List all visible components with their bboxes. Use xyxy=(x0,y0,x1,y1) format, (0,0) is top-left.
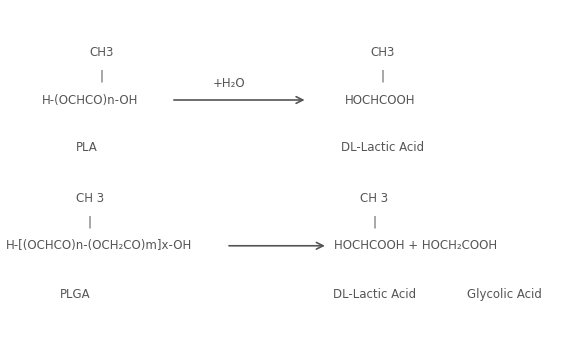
Text: CH 3: CH 3 xyxy=(360,192,388,205)
Text: HOCHCOOH + HOCH₂COOH: HOCHCOOH + HOCH₂COOH xyxy=(334,239,496,252)
Text: H-[(OCHCO)n-(OCH₂CO)m]x-OH: H-[(OCHCO)n-(OCH₂CO)m]x-OH xyxy=(6,239,192,252)
Text: DL-Lactic Acid: DL-Lactic Acid xyxy=(341,141,425,154)
Text: |: | xyxy=(100,70,103,83)
Text: CH3: CH3 xyxy=(89,46,114,59)
Text: +H₂O: +H₂O xyxy=(213,77,245,89)
Text: HOCHCOOH: HOCHCOOH xyxy=(345,94,416,106)
Text: |: | xyxy=(381,70,385,83)
Text: PLGA: PLGA xyxy=(60,288,90,301)
Text: H-(OCHCO)n-OH: H-(OCHCO)n-OH xyxy=(42,94,138,106)
Text: |: | xyxy=(372,216,376,228)
Text: |: | xyxy=(88,216,92,228)
Text: Glycolic Acid: Glycolic Acid xyxy=(467,288,542,301)
Text: PLA: PLA xyxy=(76,141,98,154)
Text: CH 3: CH 3 xyxy=(76,192,104,205)
Text: CH3: CH3 xyxy=(371,46,395,59)
Text: DL-Lactic Acid: DL-Lactic Acid xyxy=(332,288,416,301)
